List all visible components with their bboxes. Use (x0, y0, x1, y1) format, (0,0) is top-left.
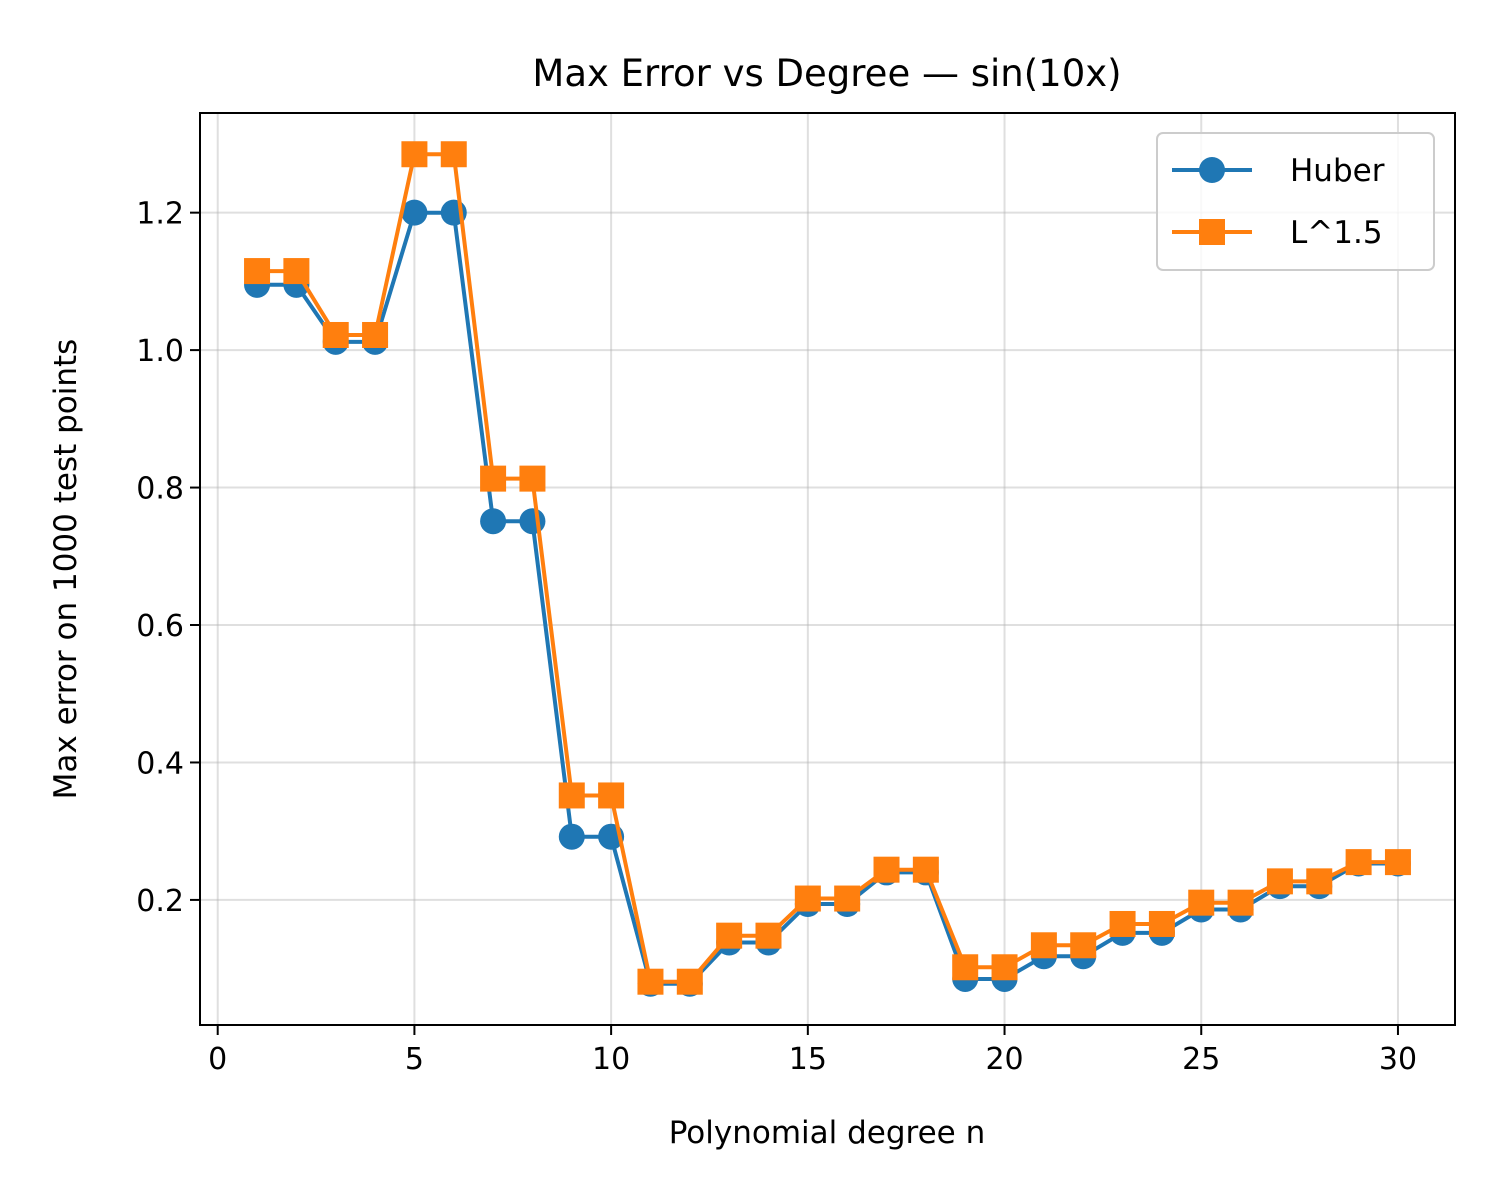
legend-frame (1156, 132, 1435, 271)
data-point (244, 258, 271, 285)
chart-title: Max Error vs Degree — sin(10x) (532, 52, 1121, 95)
y-tick-label: 0.8 (136, 472, 184, 507)
y-tick-label: 1.2 (136, 197, 184, 232)
series-l-1-5 (244, 141, 1411, 995)
data-point (991, 954, 1018, 981)
legend-marker-l1-5 (1199, 219, 1225, 245)
data-point (598, 782, 625, 809)
data-point (755, 922, 782, 949)
data-point (519, 465, 546, 492)
x-tick-label: 30 (1379, 1042, 1417, 1077)
data-point (912, 856, 939, 883)
data-point (283, 258, 310, 285)
legend: Huber L^1.5 (1156, 132, 1435, 271)
x-tick-label: 20 (985, 1042, 1023, 1077)
data-point (952, 954, 979, 981)
plot-area-frame (199, 112, 1456, 1026)
data-point (558, 782, 585, 809)
y-axis: 0.2 0.4 0.6 0.8 1.0 1.2 (136, 197, 200, 919)
x-axis-title: Polynomial degree n (669, 1115, 986, 1151)
legend-marker-huber (1199, 157, 1225, 183)
data-point (794, 885, 821, 912)
data-point (1345, 849, 1372, 876)
data-point (1384, 849, 1411, 876)
y-tick-label: 0.2 (136, 884, 184, 919)
data-point (834, 885, 861, 912)
data-point (401, 141, 428, 168)
data-point (480, 465, 507, 492)
y-tick-label: 0.6 (136, 609, 184, 644)
data-point (1109, 910, 1136, 937)
x-tick-label: 25 (1182, 1042, 1220, 1077)
x-tick-label: 0 (208, 1042, 227, 1077)
data-point (676, 968, 703, 995)
series-layer (244, 141, 1411, 997)
data-point (1188, 889, 1215, 916)
legend-label-l1-5: L^1.5 (1290, 215, 1383, 251)
data-point (1266, 868, 1293, 895)
data-point (716, 922, 743, 949)
data-point (480, 508, 507, 535)
data-point (401, 199, 428, 226)
data-point (1030, 932, 1057, 959)
data-point (558, 823, 585, 850)
data-point (637, 968, 664, 995)
data-point (440, 141, 467, 168)
x-tick-label: 10 (592, 1042, 630, 1077)
x-tick-label: 5 (405, 1042, 424, 1077)
data-point (1070, 932, 1097, 959)
y-tick-label: 0.4 (136, 746, 184, 781)
data-point (1227, 889, 1254, 916)
x-tick-label: 15 (789, 1042, 827, 1077)
data-point (322, 321, 349, 348)
legend-label-huber: Huber (1290, 153, 1385, 189)
y-tick-label: 1.0 (136, 334, 184, 369)
data-point (519, 508, 546, 535)
data-point (1306, 868, 1333, 895)
y-axis-title: Max error on 1000 test points (48, 339, 84, 800)
x-axis: 0 5 10 15 20 25 30 (208, 1025, 1417, 1077)
data-point (873, 856, 900, 883)
data-point (362, 321, 389, 348)
data-point (1148, 910, 1175, 937)
